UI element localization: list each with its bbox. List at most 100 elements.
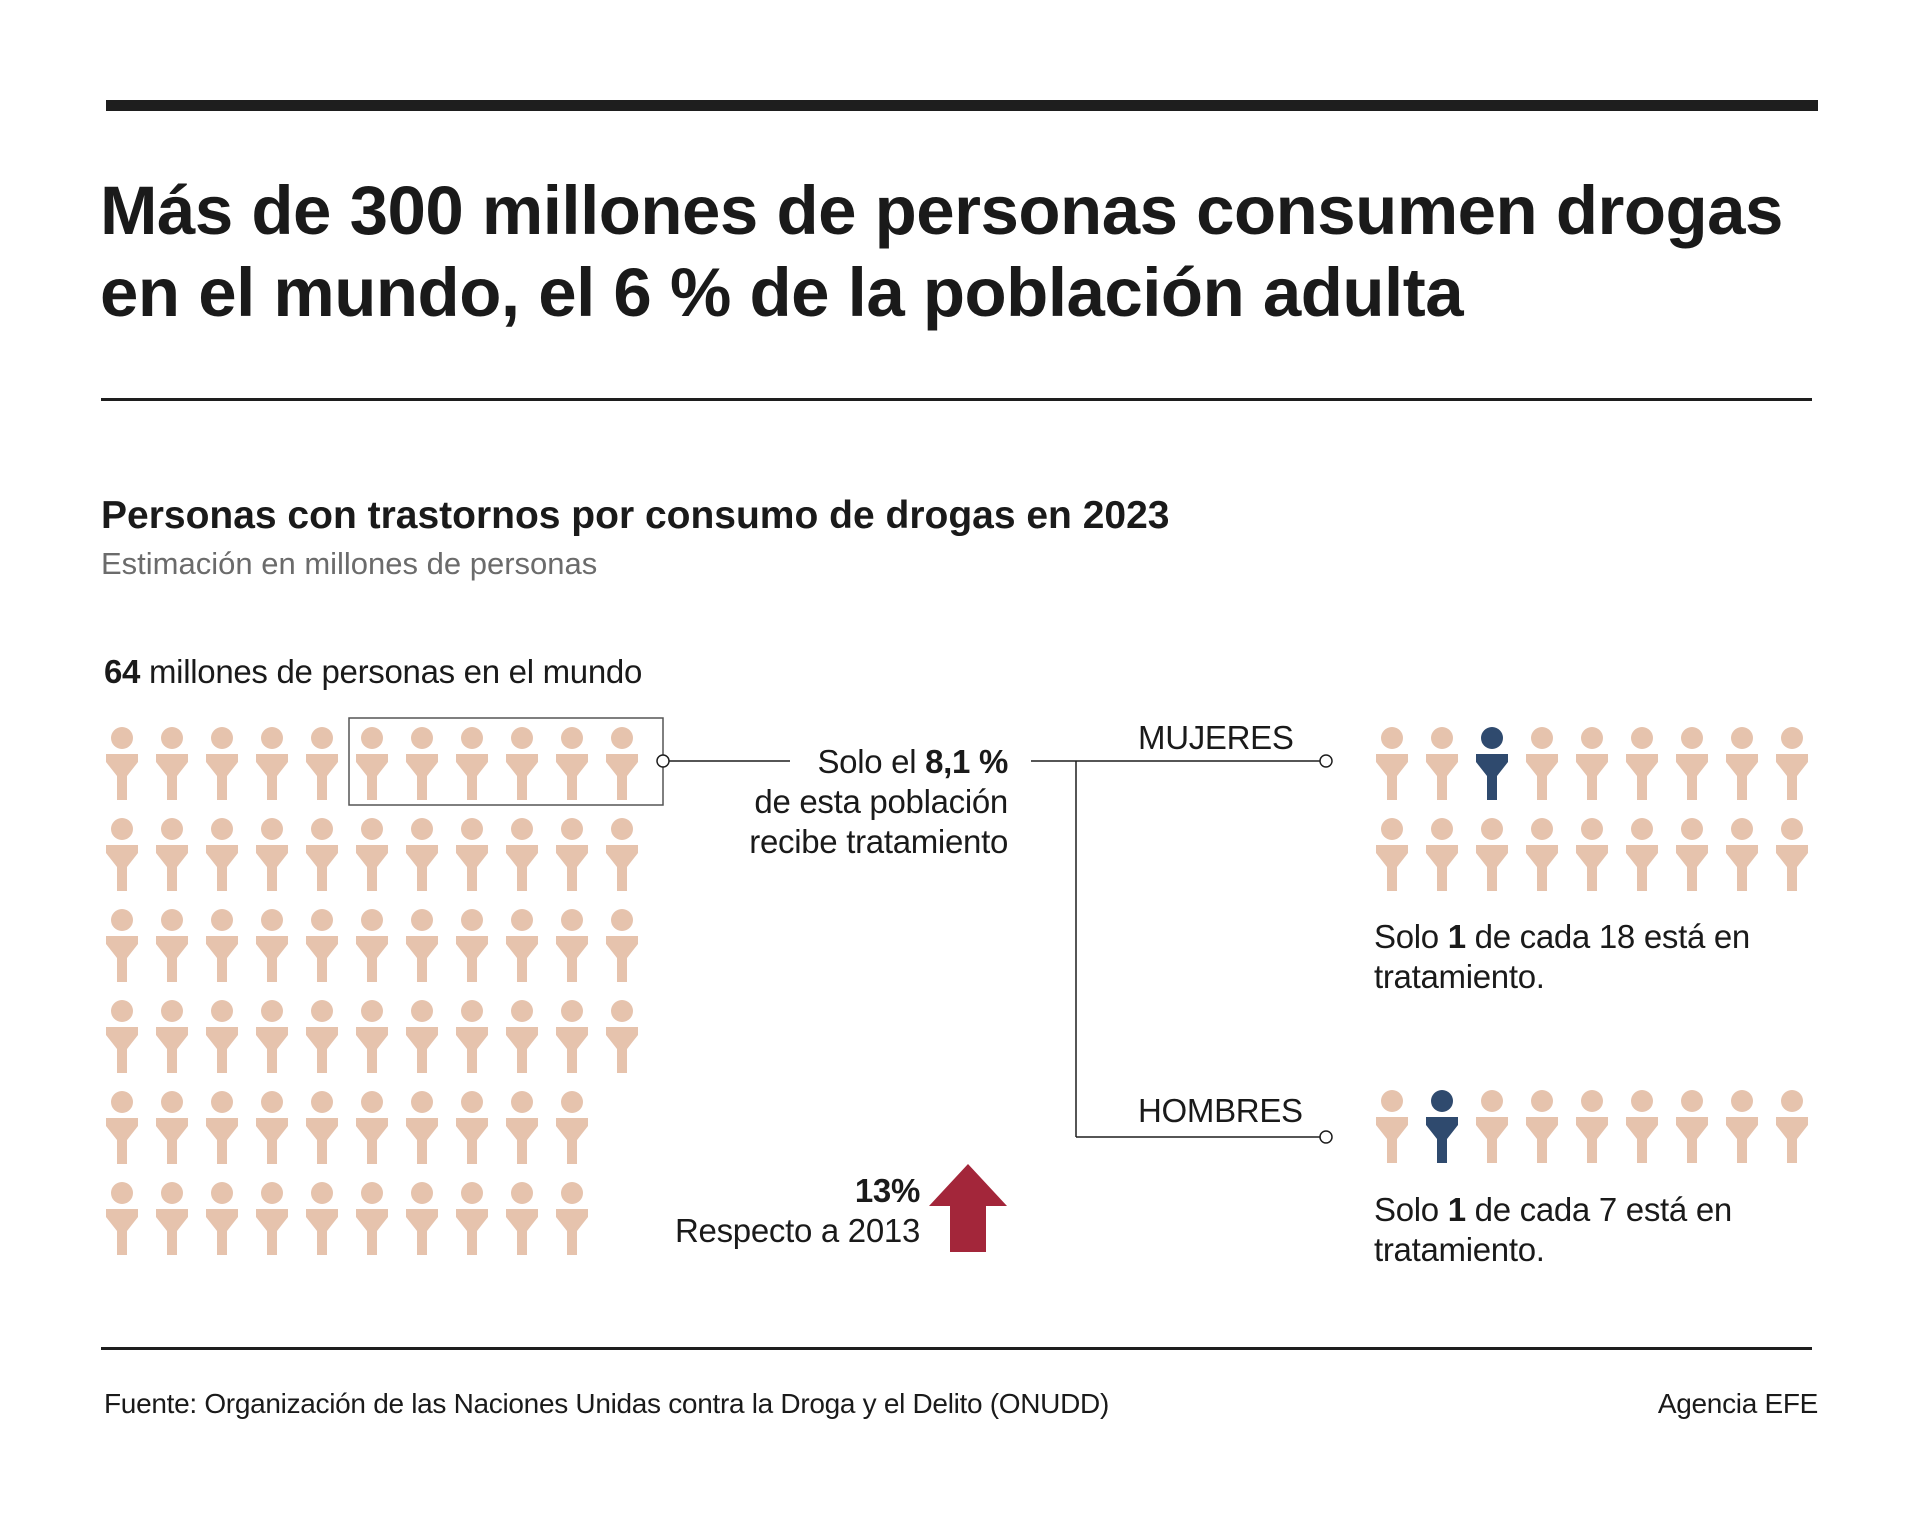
women-person-icon <box>1576 818 1608 891</box>
world-person-icon <box>556 1000 588 1073</box>
treatment-prefix: Solo el <box>817 743 926 780</box>
world-person-icon <box>256 1000 288 1073</box>
world-total-text: millones de personas en el mundo <box>140 653 643 690</box>
world-person-icon <box>256 909 288 982</box>
women-person-icon <box>1626 818 1658 891</box>
men-note-suffix: de cada 7 está en tratamiento. <box>1374 1191 1732 1268</box>
world-person-icon <box>206 1091 238 1164</box>
world-person-icon <box>456 909 488 982</box>
up-arrow-icon <box>929 1164 1007 1252</box>
header-divider <box>101 398 1812 401</box>
world-person-icon <box>406 909 438 982</box>
world-person-icon <box>506 1182 538 1255</box>
world-person-icon <box>406 1091 438 1164</box>
women-person-icon <box>1626 727 1658 800</box>
world-person-icon <box>206 909 238 982</box>
world-total-label: 64 millones de personas en el mundo <box>104 652 642 692</box>
men-note-prefix: Solo <box>1374 1191 1448 1228</box>
men-person-icon <box>1526 1090 1558 1163</box>
world-person-icon <box>106 1182 138 1255</box>
women-person-icon <box>1726 727 1758 800</box>
world-person-icon <box>506 727 538 800</box>
world-person-icon <box>306 909 338 982</box>
men-note: Solo 1 de cada 7 está en tratamiento. <box>1374 1190 1844 1270</box>
world-person-icon <box>306 727 338 800</box>
world-person-icon <box>256 1091 288 1164</box>
world-person-icon <box>306 818 338 891</box>
women-note-suffix: de cada 18 está en tratamiento. <box>1374 918 1750 995</box>
women-note: Solo 1 de cada 18 está en tratamiento. <box>1374 917 1844 997</box>
world-person-icon <box>556 727 588 800</box>
women-person-icon <box>1376 818 1408 891</box>
world-total-value: 64 <box>104 653 141 690</box>
world-person-icon <box>356 818 388 891</box>
women-connector-dot <box>1319 754 1333 768</box>
world-person-icon <box>356 1182 388 1255</box>
world-person-icon <box>506 909 538 982</box>
world-person-icon <box>406 818 438 891</box>
world-person-icon <box>306 1182 338 1255</box>
world-person-icon <box>306 1000 338 1073</box>
top-rule <box>106 100 1818 111</box>
women-treated-person-icon <box>1476 727 1508 800</box>
change-value: 13% <box>854 1172 920 1209</box>
world-person-icon <box>156 818 188 891</box>
women-person-icon <box>1676 727 1708 800</box>
treatment-note: Solo el 8,1 % de esta población recibe t… <box>700 742 1008 862</box>
women-person-icon <box>1526 818 1558 891</box>
treated-connector-dot <box>656 754 670 768</box>
world-person-icon <box>156 1000 188 1073</box>
world-person-icon <box>306 1091 338 1164</box>
world-person-icon <box>106 818 138 891</box>
world-person-icon <box>156 1182 188 1255</box>
world-person-icon <box>156 909 188 982</box>
world-person-icon <box>106 909 138 982</box>
world-person-icon <box>356 909 388 982</box>
world-person-icon <box>206 727 238 800</box>
world-person-icon <box>356 1091 388 1164</box>
chart-subtitle: Estimación en millones de personas <box>101 546 598 581</box>
world-person-icon <box>456 1182 488 1255</box>
men-person-icon <box>1376 1090 1408 1163</box>
world-person-icon <box>406 1000 438 1073</box>
world-person-icon <box>556 1182 588 1255</box>
world-person-icon <box>456 1091 488 1164</box>
world-person-icon <box>106 1091 138 1164</box>
world-person-icon <box>106 727 138 800</box>
world-person-icon <box>206 1182 238 1255</box>
world-person-icon <box>606 909 638 982</box>
world-person-icon <box>456 1000 488 1073</box>
world-person-icon <box>506 1091 538 1164</box>
world-person-icon <box>606 727 638 800</box>
men-note-value: 1 <box>1447 1191 1466 1228</box>
world-person-icon <box>556 1091 588 1164</box>
men-person-icon <box>1576 1090 1608 1163</box>
chart-title: Personas con trastornos por consumo de d… <box>101 494 1170 537</box>
world-person-icon <box>556 818 588 891</box>
treatment-value: 8,1 % <box>925 743 1008 780</box>
world-person-icon <box>256 1182 288 1255</box>
world-person-icon <box>356 1000 388 1073</box>
men-connector-dot <box>1319 1130 1333 1144</box>
men-person-icon <box>1776 1090 1808 1163</box>
men-label: HOMBRES <box>1138 1092 1303 1129</box>
women-person-icon <box>1726 818 1758 891</box>
world-person-icon <box>506 818 538 891</box>
world-person-icon <box>556 909 588 982</box>
men-person-icon <box>1626 1090 1658 1163</box>
women-note-prefix: Solo <box>1374 918 1448 955</box>
treatment-line3: recibe tratamiento <box>749 823 1008 860</box>
world-person-icon <box>506 1000 538 1073</box>
world-person-icon <box>206 1000 238 1073</box>
world-person-icon <box>256 727 288 800</box>
change-note: 13% Respecto a 2013 <box>620 1171 920 1251</box>
men-person-icon <box>1726 1090 1758 1163</box>
world-person-icon <box>406 1182 438 1255</box>
women-person-icon <box>1476 818 1508 891</box>
credit: Agencia EFE <box>1657 1388 1818 1419</box>
world-person-icon <box>156 727 188 800</box>
footer-divider <box>101 1347 1812 1350</box>
women-person-icon <box>1576 727 1608 800</box>
world-person-icon <box>206 818 238 891</box>
